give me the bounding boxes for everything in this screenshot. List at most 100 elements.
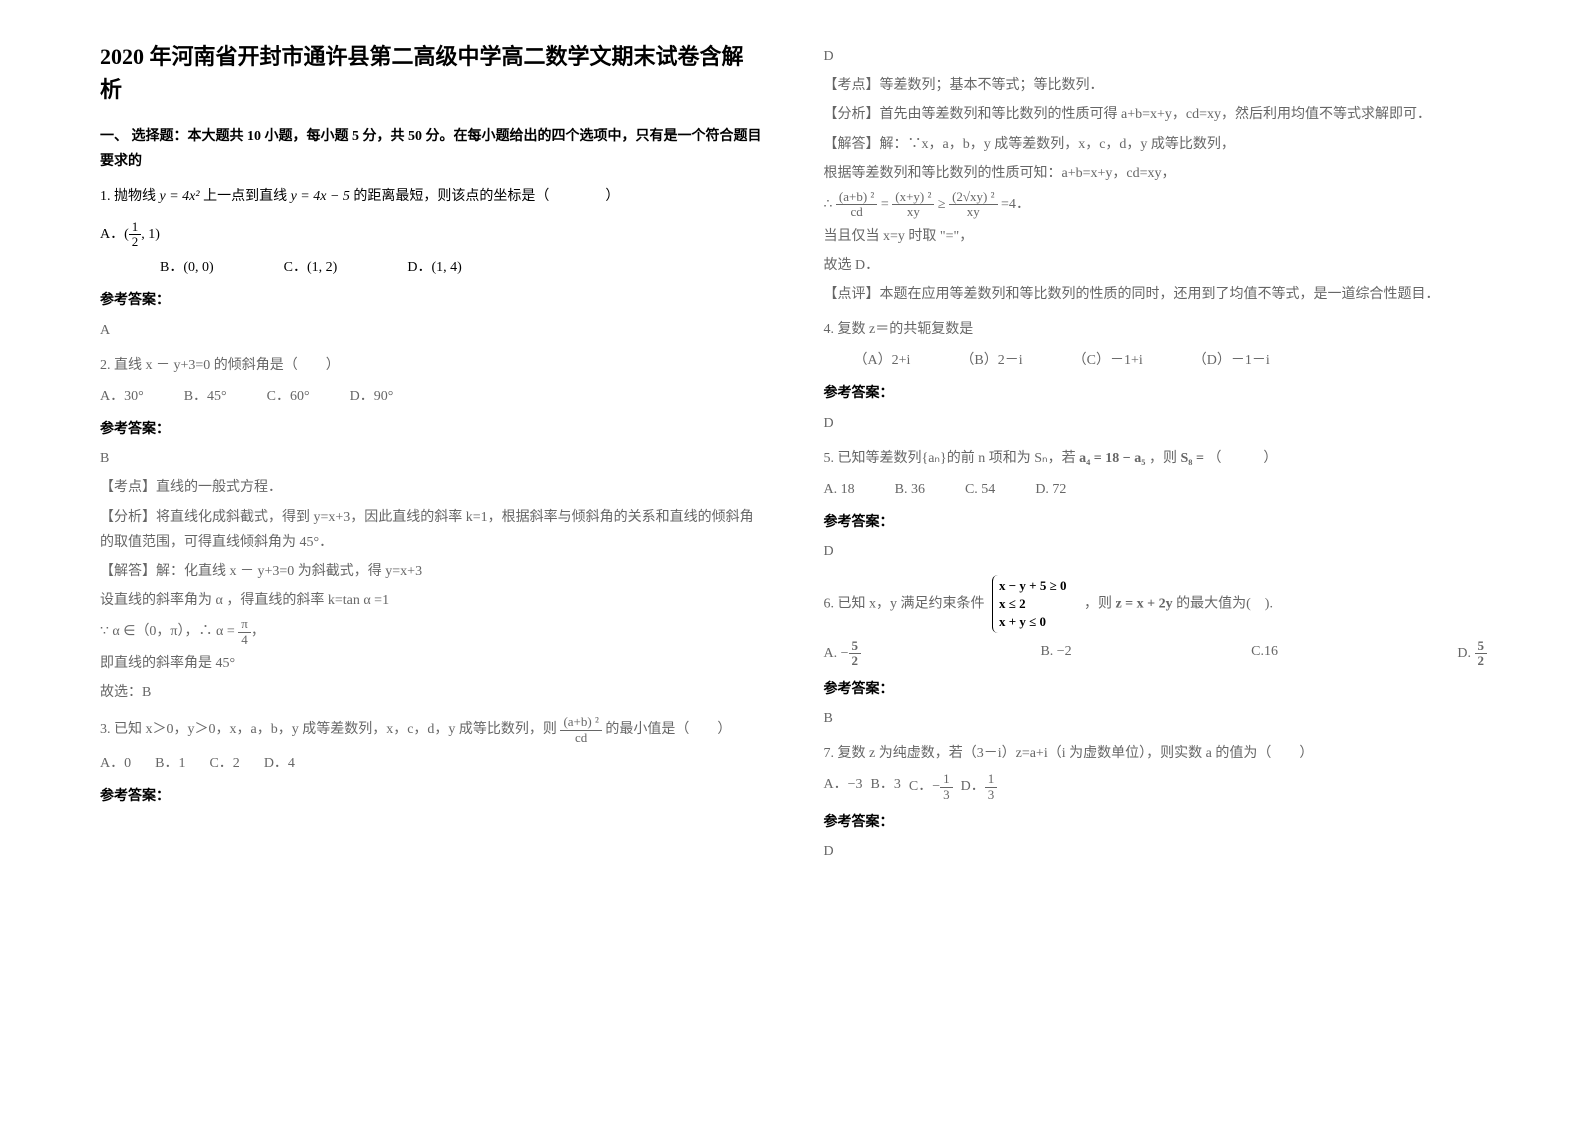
q3-c: C．2 (209, 751, 239, 776)
q5-eq2: S₈ = (1180, 451, 1203, 466)
q4-c: （C）－1+i (1073, 348, 1143, 373)
q3-explain: D 【考点】等差数列；基本不等式；等比数列． 【分析】首先由等差数列和等比数列的… (824, 44, 1488, 307)
section-1-head: 一、 选择题：本大题共 10 小题，每小题 5 分，共 50 分。在每小题给出的… (100, 124, 764, 174)
q2-e5-frac: π4 (238, 617, 251, 647)
q7-d: D．13 (961, 772, 998, 802)
q4-ans: D (824, 411, 1488, 436)
q6-c3: x + y ≤ 0 (999, 613, 1066, 631)
q6-stem: 6. 已知 x，y 满足约束条件 x − y + 5 ≥ 0 x ≤ 2 x +… (824, 575, 1488, 634)
q5-d: D. 72 (1035, 477, 1066, 502)
left-column: 2020 年河南省开封市通许县第二高级中学高二数学文期末试卷含解析 一、 选择题… (100, 40, 764, 864)
q3-frac-den: cd (560, 731, 601, 745)
q6-a-den: 2 (849, 654, 862, 668)
q1-ans-label: 参考答案： (100, 288, 764, 313)
q7-d-num: 1 (985, 772, 998, 787)
q3-bf3-num: (2√xy) ² (949, 190, 997, 205)
q6-a-pre: A. (824, 646, 838, 661)
q2-e5a: ∵ α ∈（0，π），∴ α = (100, 624, 238, 639)
q3-bf1-den: cd (836, 205, 877, 219)
q3-bend: =4 (1001, 197, 1016, 212)
q6-b: B. −2 (1040, 639, 1071, 669)
right-column: D 【考点】等差数列；基本不等式；等比数列． 【分析】首先由等差数列和等比数列的… (824, 40, 1488, 864)
q2-e3: 【解答】解：化直线 x － y+3=0 为斜截式，得 y=x+3 (100, 559, 764, 584)
q1-a-pre: A． (100, 227, 124, 242)
q3-bdot: ． (1016, 197, 1030, 212)
q5-a: A. 18 (824, 477, 855, 502)
q1-a-suf: , 1) (141, 227, 160, 242)
q3-bf1: (a+b) ²cd (836, 190, 877, 220)
q4-stem: 4. 复数 z＝的共轭复数是 (824, 317, 1488, 342)
q6-opts: A. −52 B. −2 C.16 D. 52 (824, 639, 1488, 669)
q7-c: C．−13 (909, 772, 953, 802)
q7-stem: 7. 复数 z 为纯虚数，若（3－i）z=a+i（i 为虚数单位），则实数 a … (824, 741, 1488, 766)
q6-a-sign: − (841, 646, 849, 661)
q7-b: B．3 (871, 772, 901, 802)
q2-a: A．30° (100, 384, 144, 409)
q7-ans: D (824, 839, 1488, 864)
q4-opts: （A）2+i （B）2－i （C）－1+i （D）－1－i (824, 348, 1488, 373)
q1-ans: A (100, 318, 764, 343)
q7-d-pre: D． (961, 779, 985, 794)
q1-c: C．(1, 2) (284, 255, 338, 280)
q3-e7: 故选 D． (824, 253, 1488, 278)
q7-opts: A．−3 B．3 C．−13 D．13 (824, 772, 1488, 802)
q6-c1: x − y + 5 ≥ 0 (999, 577, 1066, 595)
q6-c: C.16 (1251, 639, 1278, 669)
q3-stem-a: 3. 已知 x＞0，y＞0，x，a，b，y 成等差数列，x，c，d，y 成等比数… (100, 722, 557, 737)
q6-stem-a: 6. 已知 x，y 满足约束条件 (824, 596, 985, 611)
q3-e3: 【解答】解：∵x，a，b，y 成等差数列，x，c，d，y 成等比数列， (824, 132, 1488, 157)
q2-opts: A．30° B．45° C．60° D．90° (100, 384, 764, 409)
q3-beq: = (881, 197, 889, 212)
q2-e5b: ， (251, 624, 265, 639)
q3-b: B．1 (155, 751, 185, 776)
q7-c-pre: C．− (909, 779, 940, 794)
q6-ans: B (824, 706, 1488, 731)
q1-text-a: 1. 抛物线 (100, 189, 156, 204)
q3-e4: 根据等差数列和等比数列的性质可知：a+b=x+y，cd=xy， (824, 161, 1488, 186)
q7-d-frac: 13 (985, 772, 998, 802)
q2-e5-num: π (238, 617, 251, 632)
q1-text-b: 上一点到直线 (203, 189, 287, 204)
q2-e7: 故选：B (100, 680, 764, 705)
q1-a-den: 2 (129, 235, 142, 249)
q3-bf2-den: xy (892, 205, 934, 219)
q6-d-num: 5 (1475, 639, 1488, 654)
q3-d: D．4 (264, 751, 295, 776)
q1-eq2: y = 4x − 5 (291, 189, 350, 204)
q5-stem-a: 5. 已知等差数列{aₙ}的前 n 项和为 Sₙ，若 (824, 451, 1076, 466)
q4-d: （D）－1－i (1193, 348, 1270, 373)
q3-bge: ≥ (938, 197, 946, 212)
q3-frac-num: (a+b) ² (560, 715, 601, 730)
q6-z: z = x + 2y (1115, 596, 1172, 611)
q3-bf2-num: (x+y) ² (892, 190, 934, 205)
q1-d: D．(1, 4) (407, 255, 461, 280)
q2-explain: B 【考点】直线的一般式方程． 【分析】将直线化成斜截式，得到 y=x+3，因此… (100, 446, 764, 705)
q3-frac: (a+b) ²cd (560, 715, 601, 745)
q3-bf3: (2√xy) ²xy (949, 190, 997, 220)
q6-stem-c: 的最大值为( ). (1176, 596, 1273, 611)
q3-bf2: (x+y) ²xy (892, 190, 934, 220)
q1-text-c: 的距离最短，则该点的坐标是（ ） (353, 189, 619, 204)
q3-stem-b: 的最小值是（ ） (605, 722, 731, 737)
q2-d: D．90° (350, 384, 394, 409)
q7-c-frac: 13 (940, 772, 953, 802)
q2-e2: 【分析】将直线化成斜截式，得到 y=x+3，因此直线的斜率 k=1，根据斜率与倾… (100, 505, 764, 555)
q3-a: A．0 (100, 751, 131, 776)
q7-ans-label: 参考答案： (824, 810, 1488, 835)
q3-bf1-num: (a+b) ² (836, 190, 877, 205)
q7-d-den: 3 (985, 788, 998, 802)
q3-big-pre: ∴ (824, 197, 833, 212)
q3-ans: D (824, 44, 1488, 69)
q2-e6: 即直线的斜率角是 45° (100, 651, 764, 676)
q4-a: （A）2+i (854, 348, 911, 373)
q1-a-num: 1 (129, 220, 142, 235)
q3-opts: A．0 B．1 C．2 D．4 (100, 751, 764, 776)
q2-c: C．60° (267, 384, 310, 409)
q2-b: B．45° (184, 384, 227, 409)
q2-ans: B (100, 446, 764, 471)
q1-stem: 1. 抛物线 y = 4x² 上一点到直线 y = 4x − 5 的距离最短，则… (100, 184, 764, 209)
q6-a-num: 5 (849, 639, 862, 654)
q5-ans: D (824, 539, 1488, 564)
q6-d-den: 2 (1475, 654, 1488, 668)
q6-c2: x ≤ 2 (999, 595, 1066, 613)
